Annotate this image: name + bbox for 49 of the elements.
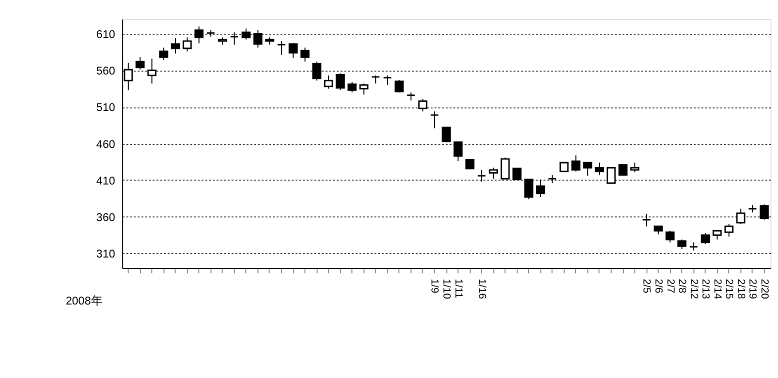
candlestick [724,224,734,238]
candlestick [359,83,368,95]
candlestick [677,239,686,250]
candlestick [394,79,404,93]
y-tick-label: 410 [96,175,116,188]
x-tick-label: 2/15 [723,278,734,300]
candlestick [382,75,392,86]
x-tick-label: 2/5 [640,278,652,294]
candlestick [288,42,298,58]
y-tick-label: 560 [96,66,116,78]
x-tick-label: 2/14 [711,278,722,300]
candlestick [583,162,592,176]
candlestick [594,162,604,176]
x-tick-label: 1/9 [428,278,440,294]
x-tick-label: 2/19 [746,278,758,300]
candlestick [136,56,145,70]
candlestick [159,47,168,61]
candlestick [170,38,180,54]
x-tick-label: 2/18 [734,278,746,300]
x-tick-label: 1/11 [452,278,464,298]
candlestick [700,232,710,244]
x-tick-label: 2/7 [664,278,676,294]
candlestick [618,164,628,176]
y-tick-label: 610 [96,28,116,41]
candlestick [336,72,345,91]
x-tick-label: 2/12 [688,278,699,300]
candlestick [182,36,192,52]
x-tick-label: 1/16 [476,278,487,300]
text: 2008年 [66,296,102,308]
candlestick [571,154,580,172]
y-tick-label: 460 [96,138,116,151]
candlestick [712,230,722,240]
x-tick-label: 2/13 [700,278,711,300]
y-tick-label: 360 [96,212,116,224]
candlestick [300,47,310,62]
candlestick [488,167,498,180]
y-tick-label: 510 [96,102,116,114]
candlestick [630,162,640,173]
candlestick [442,126,451,143]
candlestick [666,230,675,243]
candlestick [348,82,357,93]
candlestick [324,75,334,90]
x-tick-label: 1/10 [440,278,452,300]
x-tick-label: 2/20 [758,278,770,300]
x-tick-label: 2/8 [676,278,688,294]
x-tick-label: 2/6 [652,278,664,294]
y-tick-label: 310 [96,248,116,261]
candlestick [430,110,440,129]
candlestick [276,40,286,56]
